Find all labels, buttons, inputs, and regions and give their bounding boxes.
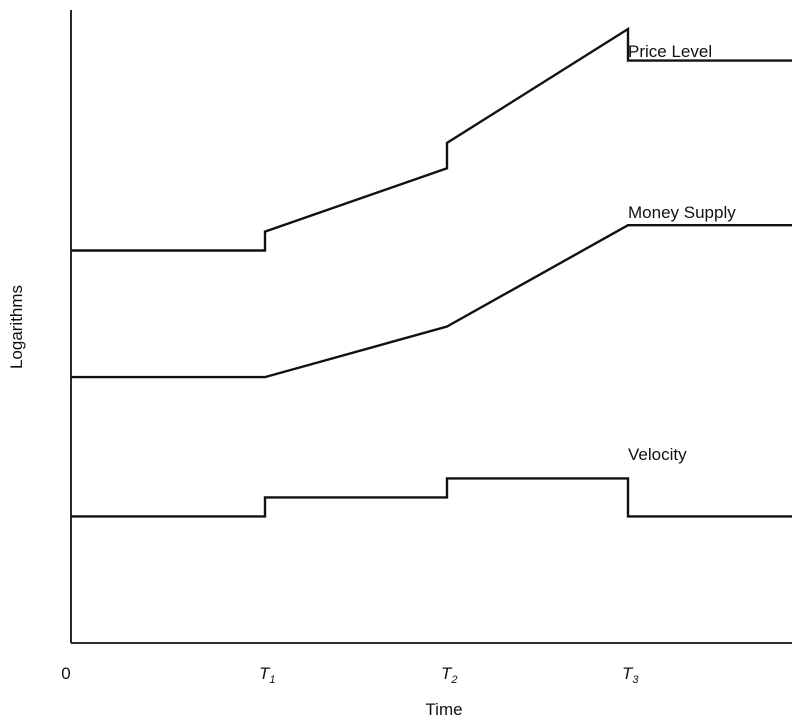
x-tick-labels: 0 T1 T2 T3 bbox=[61, 664, 639, 686]
price-level-line bbox=[71, 26, 792, 252]
velocity-label: Velocity bbox=[628, 445, 687, 464]
series-lines bbox=[71, 26, 792, 518]
price-level-label: Price Level bbox=[628, 42, 712, 61]
x-axis-title: Time bbox=[425, 700, 462, 719]
series-labels: Price Level Money Supply Velocity bbox=[628, 42, 736, 464]
axes bbox=[70, 10, 792, 644]
x-tick-label: T3 bbox=[622, 664, 639, 686]
money-supply-line bbox=[71, 223, 792, 379]
y-axis-title: Logarithms bbox=[7, 285, 26, 369]
money-supply-label: Money Supply bbox=[628, 203, 736, 222]
x-tick-label: T1 bbox=[259, 664, 276, 686]
x-tick-label: T2 bbox=[441, 664, 458, 686]
velocity-line bbox=[71, 477, 792, 518]
x-tick-label: 0 bbox=[61, 664, 70, 683]
